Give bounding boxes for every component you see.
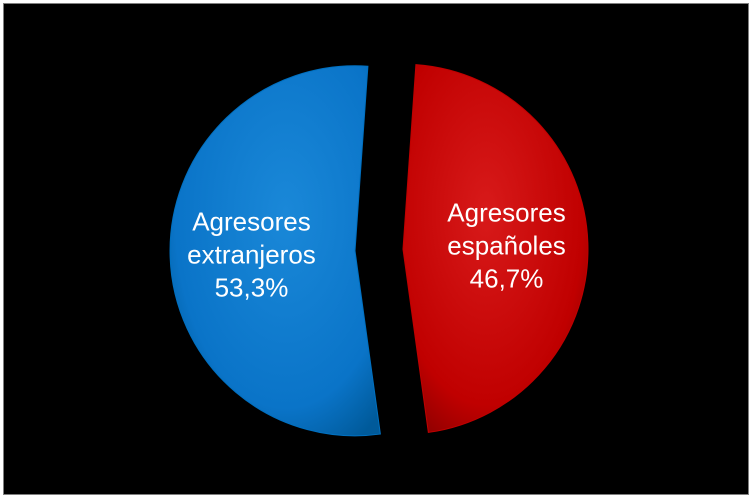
- slice-label-line: españoles: [447, 231, 566, 261]
- slice-value-label: 53,3%: [215, 272, 289, 302]
- chart-frame: Agresores españoles 46,7% Agresores extranje…: [3, 3, 749, 495]
- slice-espanoles: [402, 64, 589, 434]
- slice-label-line: extranjeros: [187, 239, 316, 269]
- slice-label-line: Agresores: [447, 198, 566, 228]
- slice-value-label: 46,7%: [470, 264, 544, 294]
- slice-label-line: Agresores: [192, 206, 311, 236]
- label-extranjeros: Agresores extranjeros 53,3%: [187, 206, 316, 302]
- pie-chart: Agresores españoles 46,7%Agresores extranje…: [169, 64, 589, 437]
- label-espanoles: Agresores españoles 46,7%: [447, 198, 566, 294]
- slice-extranjeros: [169, 65, 381, 437]
